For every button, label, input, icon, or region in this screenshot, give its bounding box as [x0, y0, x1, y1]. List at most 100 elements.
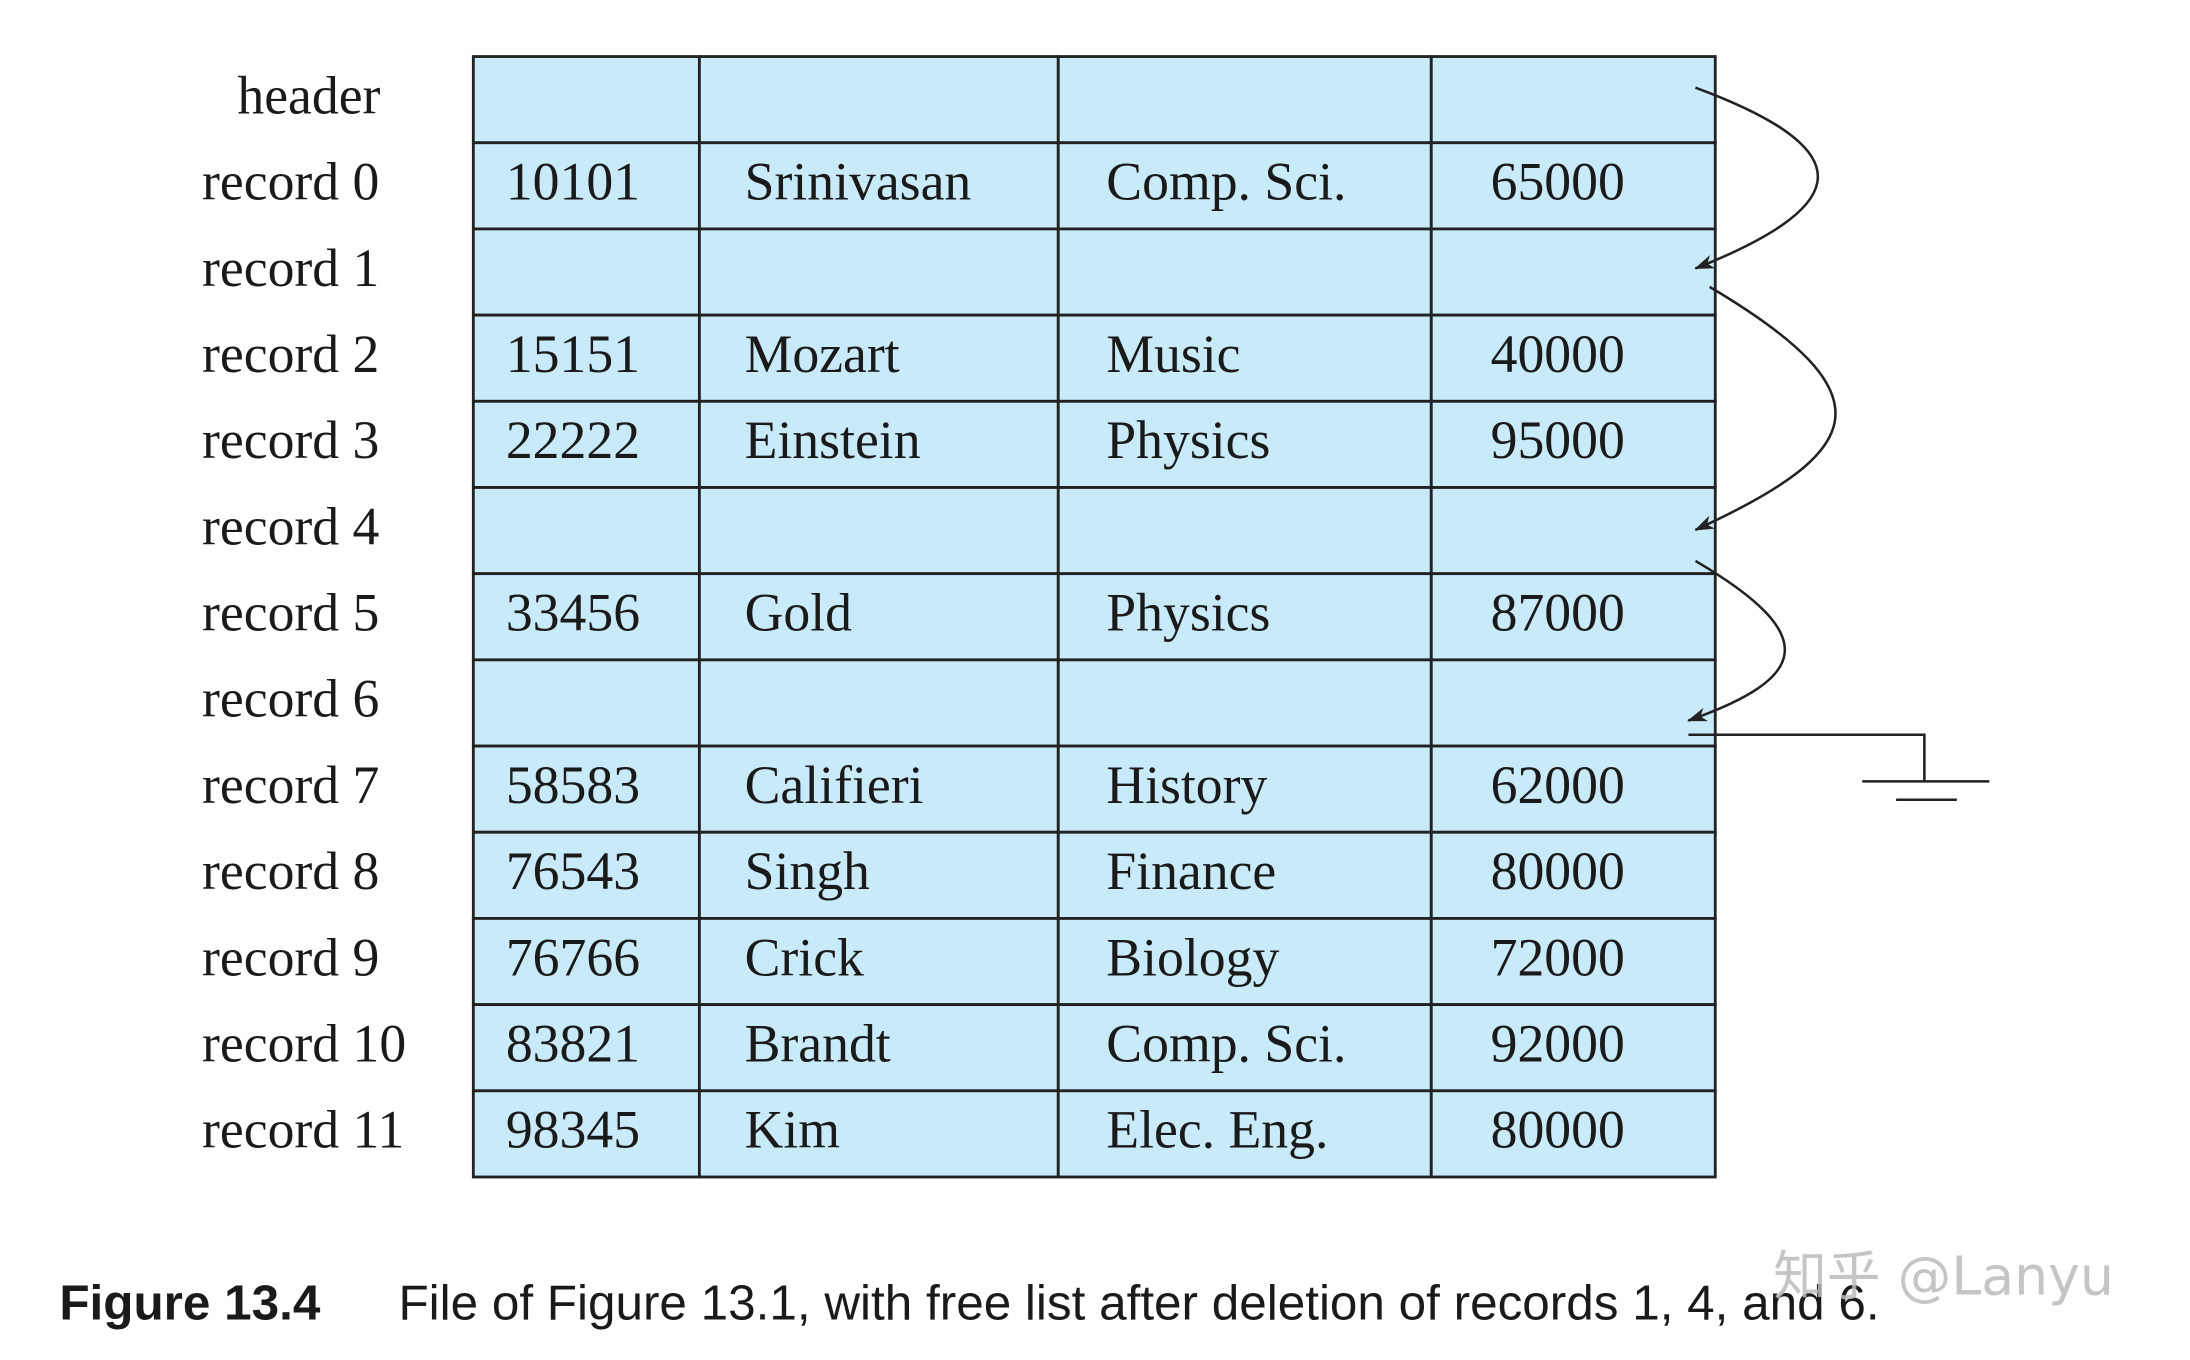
cell-text: Gold [745, 583, 853, 643]
cell-text: 22222 [506, 410, 640, 470]
table-cell [471, 141, 701, 231]
cell-text: 62000 [1491, 755, 1625, 815]
table-cell [1429, 830, 1717, 920]
cell-text: 15151 [506, 324, 640, 384]
cell-text: History [1106, 755, 1267, 815]
table-cell [1056, 917, 1433, 1007]
table-cell [471, 227, 701, 317]
cell-text: Califieri [745, 755, 924, 815]
cell-text: 33456 [506, 583, 640, 643]
row-label: record 4 [202, 496, 379, 556]
table-cell [697, 744, 1060, 834]
table-cell [1056, 141, 1433, 231]
free-list-arrow [1694, 86, 1820, 270]
row-label: record 6 [202, 669, 379, 729]
row-label: record 7 [202, 755, 379, 815]
cell-text: Comp. Sci. [1106, 1013, 1346, 1073]
row-label: record 1 [202, 238, 379, 298]
table-cell [1056, 1089, 1433, 1179]
table-cell [1056, 658, 1433, 748]
cell-text: 87000 [1491, 583, 1625, 643]
table-cell [1429, 313, 1717, 403]
cell-text: Singh [745, 841, 870, 901]
cell-text: 58583 [506, 755, 640, 815]
record-table: header record 0 10101 Srinivasan Comp. Sci. 6… [202, 55, 1717, 1179]
cell-text: 92000 [1491, 1013, 1625, 1073]
null-ground [1688, 733, 1990, 802]
cell-text: 80000 [1491, 1100, 1625, 1160]
free-list-arrow [1694, 285, 1837, 532]
table-cell [1429, 744, 1717, 834]
cell-text: Crick [745, 927, 864, 987]
cell-text: 72000 [1491, 927, 1625, 987]
table-cell [1429, 658, 1717, 748]
table-cell [1429, 141, 1717, 231]
table-cell [697, 830, 1060, 920]
row-label: record 11 [202, 1100, 404, 1160]
table-cell [697, 141, 1060, 231]
free-list-arrow [1687, 559, 1786, 722]
table-cell [697, 1089, 1060, 1179]
cell-text: Physics [1106, 410, 1270, 470]
table-cell [471, 55, 701, 145]
cell-text: Finance [1106, 841, 1276, 901]
row-label: record 3 [202, 410, 379, 470]
watermark: 知乎 @Lanyu [1773, 1244, 2114, 1307]
cell-text: Biology [1106, 927, 1279, 987]
cell-text: Mozart [745, 324, 900, 384]
cell-text: Einstein [745, 410, 921, 470]
table-cell [1429, 1089, 1717, 1179]
cell-text: Kim [745, 1100, 840, 1160]
cell-text: 83821 [506, 1013, 640, 1073]
table-cell [471, 486, 701, 576]
table-cell [697, 399, 1060, 489]
table-cell [697, 486, 1060, 576]
row-label: record 9 [202, 927, 379, 987]
table-cell [1429, 572, 1717, 662]
cell-text: 10101 [506, 152, 640, 212]
cell-text: Elec. Eng. [1106, 1100, 1328, 1160]
cell-text: 95000 [1491, 410, 1625, 470]
table-cell [697, 572, 1060, 662]
cell-text: Brandt [745, 1013, 891, 1073]
cell-text: 40000 [1491, 324, 1625, 384]
table-cell [471, 658, 701, 748]
cell-text: 80000 [1491, 841, 1625, 901]
row-label: record 2 [202, 324, 379, 384]
table-cell [1056, 1003, 1433, 1093]
caption-number: Figure 13.4 [59, 1276, 321, 1331]
table-cell [471, 830, 701, 920]
table-cell [1056, 486, 1433, 576]
row-label: header [237, 65, 380, 125]
row-label: record 5 [202, 583, 379, 643]
cell-text: 76766 [506, 927, 640, 987]
cell-text: Music [1106, 324, 1240, 384]
table-cell [1056, 744, 1433, 834]
table-cell [1429, 917, 1717, 1007]
cell-text: 65000 [1491, 152, 1625, 212]
cell-text: Physics [1106, 583, 1270, 643]
cell-text: 98345 [506, 1100, 640, 1160]
table-cell [1429, 399, 1717, 489]
table-cell [1056, 830, 1433, 920]
table-cell [471, 744, 701, 834]
row-label: record 0 [202, 152, 379, 212]
cell-text: Comp. Sci. [1106, 152, 1346, 212]
table-cell [697, 313, 1060, 403]
table-cell [697, 227, 1060, 317]
table-cell [1056, 227, 1433, 317]
cell-text: Srinivasan [745, 152, 972, 212]
table-cell [1056, 55, 1433, 145]
table-cell [471, 1003, 701, 1093]
table-cell [1429, 486, 1717, 576]
row-label: record 10 [202, 1013, 406, 1073]
row-label: record 8 [202, 841, 379, 901]
caption-text: File of Figure 13.1, with free list afte… [398, 1276, 1879, 1331]
cell-text: 76543 [506, 841, 640, 901]
table-cell [697, 658, 1060, 748]
table-cell [1429, 55, 1717, 145]
table-cell [697, 55, 1060, 145]
table-cell [1429, 227, 1717, 317]
